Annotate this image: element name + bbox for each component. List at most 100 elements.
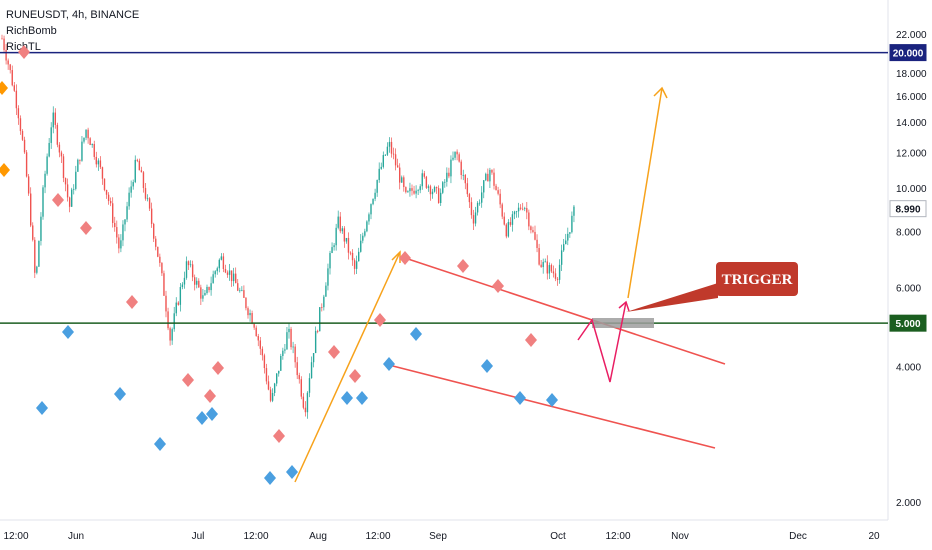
candle-body [148, 198, 151, 209]
candle-body [91, 143, 93, 146]
candle-body [261, 348, 264, 356]
price-tick-label: 4.000 [896, 363, 921, 374]
candle-body [122, 224, 124, 241]
price-tick-label: 16.000 [896, 92, 927, 103]
candle-body [235, 273, 237, 284]
legend-symbol[interactable]: RUNEUSDT, 4h, BINANCE [6, 9, 140, 21]
candle-body [515, 211, 518, 213]
candle-body [155, 238, 157, 247]
candle-body [5, 49, 7, 61]
signal-diamond-blue [154, 437, 166, 451]
candle-body [327, 268, 329, 286]
candle-body [563, 244, 565, 251]
time-axis[interactable]: 12:00 Jun Jul 12:00 Aug 12:00 Sep Oct 12:00 Nov De… [3, 531, 880, 542]
channel-upper-line[interactable] [404, 257, 726, 365]
candle-body [11, 70, 13, 86]
candle-body [571, 215, 573, 233]
candle-body [522, 208, 524, 210]
candle-body [40, 216, 42, 241]
candle-body [446, 172, 448, 182]
signal-diamond-blue [36, 401, 48, 415]
candle-body [132, 182, 134, 187]
candle-body [216, 268, 218, 272]
candle-body [239, 290, 241, 292]
trigger-zone-box[interactable] [592, 318, 654, 328]
candle-body [325, 285, 327, 297]
candle-body [409, 188, 411, 192]
candle-body [415, 190, 417, 194]
candle-body [542, 261, 544, 268]
candle-body [62, 156, 65, 179]
legend-indicator-richbomb[interactable]: RichBomb [6, 25, 57, 37]
candle-body [48, 142, 50, 157]
candle-body [296, 362, 298, 376]
target-arrow-line[interactable] [627, 87, 663, 299]
candle-body [257, 336, 259, 341]
candle-body [157, 246, 159, 257]
candle-body [314, 330, 317, 354]
candle-body [32, 225, 34, 240]
candle-body [489, 169, 491, 182]
candle-body [214, 271, 216, 275]
candle-body [396, 165, 399, 168]
candle-body [491, 169, 493, 173]
candle-body [124, 219, 126, 225]
signal-diamond-blue [196, 411, 208, 425]
candle-body [519, 207, 522, 209]
candle-body [87, 129, 89, 139]
candle-body [495, 185, 497, 191]
price-tick-label: 6.000 [896, 284, 921, 295]
signal-diamond-red [328, 345, 340, 359]
candle-body [175, 302, 177, 314]
candle-body [226, 272, 229, 275]
candle-body [470, 202, 473, 216]
candle-body [171, 329, 173, 341]
candle-body [530, 226, 532, 231]
candle-body [517, 207, 520, 212]
candle-body [347, 237, 350, 253]
price-tick-label: 14.000 [896, 118, 927, 129]
candle-body [339, 216, 341, 232]
candle-body [360, 240, 362, 252]
impulse-arrow-head [391, 250, 401, 263]
candle-body [460, 161, 462, 175]
trigger-callout-box[interactable] [716, 262, 798, 296]
price-tags: 20.000 5.000 8.990 [889, 44, 927, 332]
channel-lower-line[interactable] [384, 363, 716, 449]
candle-body [107, 194, 110, 202]
candle-body [425, 176, 428, 188]
candle-body [83, 137, 85, 142]
candle-body [230, 270, 233, 282]
candle-body [405, 187, 407, 193]
candle-body [222, 256, 225, 269]
candle-body [179, 287, 182, 305]
candle-body [93, 143, 95, 157]
candle-body [198, 280, 200, 288]
candle-body [532, 230, 534, 232]
candle-body [294, 346, 296, 363]
candle-body [300, 379, 302, 397]
projection-path[interactable] [577, 301, 627, 383]
candle-body [66, 184, 69, 198]
candle-body [351, 252, 354, 261]
signal-diamond-blue [356, 391, 368, 405]
price-axis[interactable]: 2.000 4.000 6.000 8.000 10.000 12.000 14.000 16… [896, 30, 927, 509]
candle-body [44, 173, 46, 188]
candle-body [280, 356, 282, 371]
candle-body [567, 233, 569, 241]
signal-diamond-red [273, 429, 285, 443]
signal-diamond-blue [62, 325, 74, 339]
candle-body [481, 192, 483, 203]
candle-body [42, 187, 44, 217]
candle-body [140, 170, 143, 173]
target-arrow-head [653, 86, 668, 99]
signal-diamond-red [212, 361, 224, 375]
candle-body [556, 278, 559, 280]
candle-body [3, 38, 5, 50]
candle-body [116, 227, 118, 238]
time-tick-label: Nov [671, 531, 689, 542]
impulse-arrow-line[interactable] [294, 251, 401, 483]
candle-body [442, 182, 444, 193]
price-tick-label: 22.000 [896, 30, 927, 41]
